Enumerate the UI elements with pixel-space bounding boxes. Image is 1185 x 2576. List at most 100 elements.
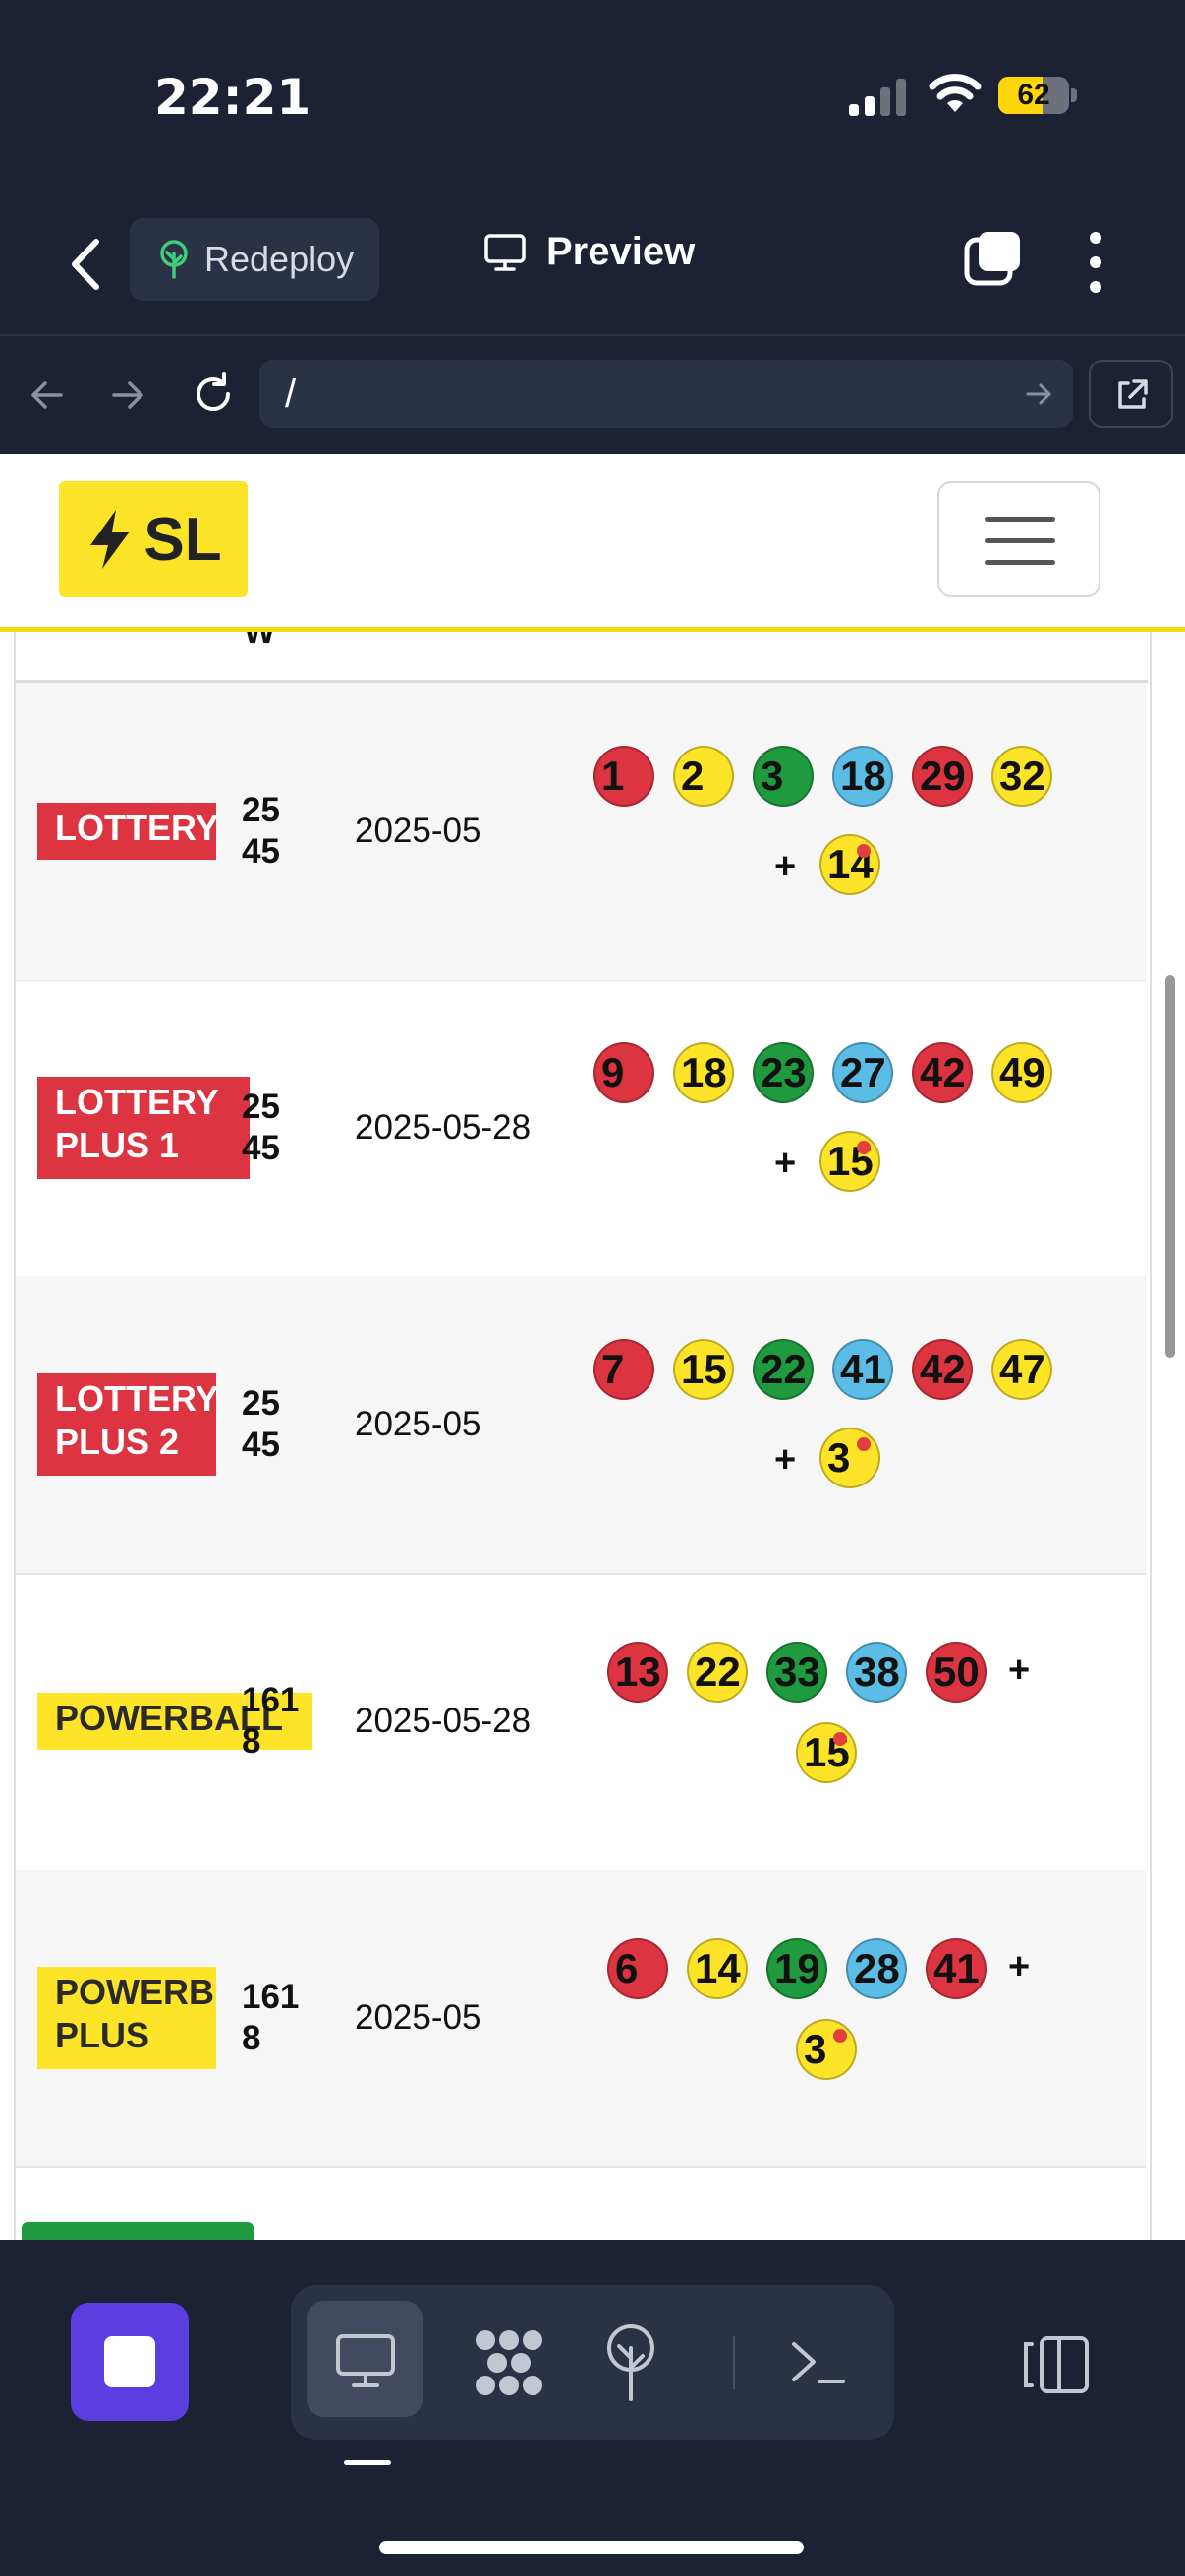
redeploy-label: Redeploy: [204, 239, 355, 279]
site-logo[interactable]: SL: [59, 481, 248, 597]
table-row: LOTTERY 25 45 2025-05 1 2 3 18 29 32 +14: [16, 683, 1146, 981]
draw-number: 25 45: [242, 791, 280, 870]
table-row: POWERB PLUS 161 8 2025-05 6 14 19 28 41 +3: [16, 1870, 1146, 2168]
bonus-plus-sign: +: [774, 1143, 797, 1184]
game-badge: POWERBALL: [37, 1693, 312, 1750]
draw-date: 2025-05-28: [355, 1108, 532, 1147]
lottery-ball: 42: [912, 1042, 973, 1103]
game-badge: POWERB PLUS: [37, 1967, 216, 2069]
lottery-ball: 41: [832, 1339, 893, 1400]
bonus-plus-sign: +: [1008, 1946, 1031, 1988]
draw-date: 2025-05: [355, 1405, 481, 1443]
bonus-marker-icon: [857, 1437, 871, 1451]
menu-toggle-button[interactable]: [937, 481, 1100, 597]
lottery-ball: 27: [832, 1042, 893, 1103]
bonus-ball: 3: [796, 2019, 857, 2080]
lottery-ball: 50: [926, 1642, 987, 1703]
bonus-ball: 15: [796, 1722, 857, 1783]
lottery-ball: 9: [593, 1042, 654, 1103]
cellular-signal-icon: [849, 79, 906, 116]
url-input[interactable]: /: [259, 360, 1073, 428]
bottom-toolbar: [0, 2240, 1185, 2576]
logo-text: SL: [143, 505, 222, 574]
lottery-ball: 3: [753, 746, 814, 807]
open-external-button[interactable]: [1089, 360, 1173, 428]
components-icon[interactable]: [472, 2328, 546, 2397]
lottery-ball: 6: [607, 1938, 668, 1999]
table-row: POWERBALL 161 8 2025-05-28 13 22 33 38 50 +15: [16, 1573, 1146, 1872]
url-text: /: [285, 372, 297, 416]
stop-button[interactable]: [71, 2303, 189, 2421]
external-link-icon: [1118, 379, 1148, 409]
game-badge: LOTTERY PLUS 2: [37, 1373, 216, 1476]
more-options-icon[interactable]: [1081, 230, 1110, 295]
stop-icon: [104, 2336, 155, 2387]
nav-forward-icon[interactable]: [108, 375, 147, 415]
back-chevron-icon[interactable]: [61, 234, 110, 295]
preview-tab[interactable]: Preview: [483, 230, 695, 274]
browser-url-bar: /: [0, 336, 1185, 454]
lottery-ball: 22: [753, 1339, 814, 1400]
draw-date: 2025-05-28: [355, 1702, 532, 1740]
bonus-marker-icon: [833, 2029, 847, 2043]
panel-icon[interactable]: [1018, 2334, 1091, 2395]
redeploy-button[interactable]: Redeploy: [130, 218, 379, 301]
lottery-ball: 14: [687, 1938, 748, 1999]
lottery-ball: 1: [593, 746, 654, 807]
lottery-ball: 29: [912, 746, 973, 807]
scrollbar-thumb[interactable]: [1165, 975, 1175, 1358]
lottery-ball: 18: [673, 1042, 734, 1103]
nav-back-icon[interactable]: [28, 375, 67, 415]
bonus-ball: 3: [819, 1428, 880, 1488]
table-divider: [14, 680, 1148, 683]
terminal-icon[interactable]: [788, 2336, 847, 2389]
lottery-ball: 15: [673, 1339, 734, 1400]
lottery-ball: 32: [991, 746, 1052, 807]
lottery-ball: 19: [766, 1938, 827, 1999]
bonus-plus-sign: +: [774, 846, 797, 887]
lottery-ball: 18: [832, 746, 893, 807]
draw-number: 161 8: [242, 1681, 300, 1761]
results-table: [14, 601, 1152, 2240]
draw-number: 161 8: [242, 1978, 300, 2057]
lottery-ball: 47: [991, 1339, 1052, 1400]
lottery-ball: 42: [912, 1339, 973, 1400]
game-badge: LOTTERY PLUS 1: [37, 1077, 250, 1179]
draw-date: 2025-05: [355, 1998, 481, 2037]
lottery-ball: 38: [846, 1642, 907, 1703]
bonus-plus-sign: +: [774, 1439, 797, 1481]
lottery-ball: 41: [926, 1938, 987, 1999]
deploy-icon[interactable]: [601, 2324, 660, 2401]
tabs-icon[interactable]: [963, 228, 1024, 289]
bonus-marker-icon: [833, 1732, 847, 1746]
bonus-ball: 15: [819, 1131, 880, 1192]
wifi-icon: [929, 74, 982, 112]
desktop-view-button[interactable]: [307, 2301, 423, 2417]
view-switcher-divider: [733, 2336, 735, 2389]
go-arrow-icon[interactable]: [1024, 379, 1053, 409]
bonus-marker-icon: [857, 844, 871, 858]
active-view-indicator: [344, 2460, 391, 2465]
site-navbar: SL: [0, 454, 1185, 632]
home-indicator: [379, 2541, 804, 2554]
desktop-icon: [336, 2334, 395, 2387]
draw-number: 25 45: [242, 1088, 280, 1167]
lottery-ball: 7: [593, 1339, 654, 1400]
reload-icon[interactable]: [191, 371, 236, 417]
lightning-bolt-icon: [90, 510, 131, 569]
lottery-ball: 23: [753, 1042, 814, 1103]
next-game-badge-partial: [22, 2222, 254, 2240]
status-bar: 22:21 62: [0, 0, 1185, 196]
bonus-marker-icon: [857, 1141, 871, 1154]
game-badge: LOTTERY: [37, 803, 216, 860]
draw-number: 25 45: [242, 1384, 280, 1464]
preview-label: Preview: [546, 230, 696, 273]
battery-icon: 62: [998, 77, 1077, 114]
lottery-ball: 49: [991, 1042, 1052, 1103]
deploy-tree-icon: [160, 240, 188, 279]
lottery-ball: 28: [846, 1938, 907, 1999]
lottery-ball: 33: [766, 1642, 827, 1703]
battery-percent: 62: [1017, 79, 1050, 111]
monitor-icon: [484, 233, 526, 271]
bonus-plus-sign: +: [1008, 1650, 1031, 1691]
